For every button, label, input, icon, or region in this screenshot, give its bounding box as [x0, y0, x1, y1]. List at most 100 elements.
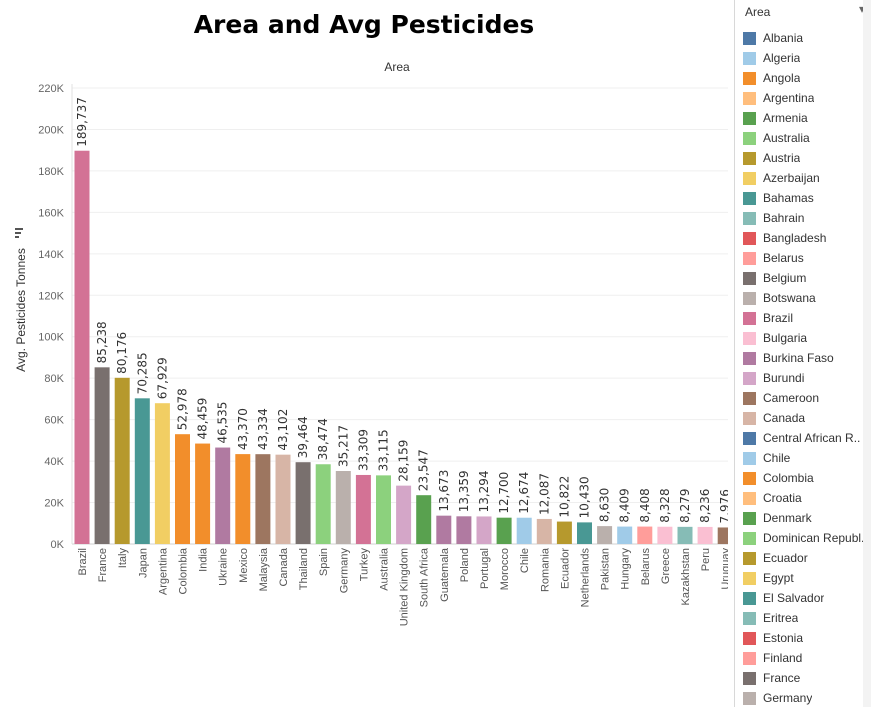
legend-swatch: [743, 651, 756, 665]
bar[interactable]: [335, 471, 351, 544]
sort-icon[interactable]: [15, 228, 23, 238]
bar[interactable]: [134, 398, 150, 544]
bar[interactable]: [657, 526, 673, 544]
bar[interactable]: [597, 526, 613, 544]
legend-item[interactable]: El Salvador: [743, 588, 871, 608]
x-tick-label: Turkey: [358, 548, 370, 582]
legend-item[interactable]: Egypt: [743, 568, 871, 588]
bar[interactable]: [275, 454, 291, 544]
bar-value-label: 12,087: [537, 473, 551, 515]
legend-item[interactable]: Armenia: [743, 108, 871, 128]
legend-item[interactable]: Bangladesh: [743, 228, 871, 248]
legend-item[interactable]: Chile: [743, 448, 871, 468]
legend-item[interactable]: Croatia: [743, 488, 871, 508]
legend-swatch: [743, 591, 756, 605]
x-tick-label: Netherlands: [580, 548, 592, 608]
legend-item[interactable]: Germany: [743, 688, 871, 707]
legend-swatch: [743, 311, 756, 325]
legend-item[interactable]: Colombia: [743, 468, 871, 488]
legend-item[interactable]: Argentina: [743, 88, 871, 108]
bar[interactable]: [637, 526, 653, 544]
bar-value-label: 8,279: [678, 488, 692, 522]
bar[interactable]: [697, 526, 713, 544]
legend-swatch: [743, 111, 756, 125]
bar[interactable]: [577, 522, 592, 544]
bar[interactable]: [496, 517, 512, 544]
legend-item[interactable]: Belgium: [743, 268, 871, 288]
legend-item[interactable]: Burundi: [743, 368, 871, 388]
legend-swatch: [743, 571, 756, 585]
legend-item-label: Germany: [763, 691, 813, 705]
bar[interactable]: [396, 485, 412, 544]
legend-item[interactable]: Estonia: [743, 628, 871, 648]
bar[interactable]: [215, 447, 231, 544]
legend-swatch: [743, 431, 756, 445]
y-axis-title: Avg. Pesticides Tonnes: [14, 248, 28, 372]
legend-item[interactable]: Dominican Republ..: [743, 528, 871, 548]
legend-item[interactable]: Albania: [743, 28, 871, 48]
bar[interactable]: [717, 527, 728, 544]
legend-item[interactable]: Burkina Faso: [743, 348, 871, 368]
bar[interactable]: [315, 464, 331, 544]
legend-swatch: [743, 391, 756, 405]
bar[interactable]: [436, 515, 452, 544]
legend-swatch: [743, 171, 756, 185]
legend-menu-icon[interactable]: ▾: [858, 2, 865, 16]
legend-item[interactable]: Central African R..: [743, 428, 871, 448]
legend-scrollbar[interactable]: [863, 0, 871, 707]
legend-item[interactable]: Ecuador: [743, 548, 871, 568]
bar[interactable]: [476, 516, 492, 544]
legend-title: Area: [745, 5, 771, 19]
legend-item[interactable]: Belarus: [743, 248, 871, 268]
legend-item[interactable]: Denmark: [743, 508, 871, 528]
bar[interactable]: [355, 474, 371, 544]
bar[interactable]: [175, 434, 190, 544]
legend-item[interactable]: Austria: [743, 148, 871, 168]
legend-swatch: [743, 531, 756, 545]
legend-item[interactable]: Azerbaijan: [743, 168, 871, 188]
legend-swatch: [743, 471, 756, 485]
bar[interactable]: [376, 475, 391, 544]
legend-item[interactable]: Bahamas: [743, 188, 871, 208]
bar[interactable]: [456, 516, 472, 544]
bar[interactable]: [617, 526, 633, 544]
bar[interactable]: [195, 443, 211, 544]
y-tick-label: 180K: [38, 166, 64, 178]
x-tick-label: Ecuador: [559, 548, 571, 589]
y-tick-label: 200K: [38, 124, 64, 136]
legend-item-label: Burundi: [763, 371, 805, 385]
bar[interactable]: [94, 367, 110, 544]
bar[interactable]: [114, 377, 130, 544]
legend-swatch: [743, 151, 756, 165]
bar[interactable]: [536, 518, 552, 544]
bar[interactable]: [556, 521, 572, 544]
legend-item[interactable]: Brazil: [743, 308, 871, 328]
legend-item[interactable]: Eritrea: [743, 608, 871, 628]
bar-value-label: 43,334: [256, 408, 270, 450]
legend-item[interactable]: Finland: [743, 648, 871, 668]
legend-item-label: Eritrea: [763, 611, 799, 625]
bar[interactable]: [235, 454, 251, 544]
legend-item[interactable]: Bulgaria: [743, 328, 871, 348]
bar[interactable]: [416, 495, 432, 544]
bar[interactable]: [74, 150, 90, 545]
legend-item[interactable]: Algeria: [743, 48, 871, 68]
legend-item[interactable]: Bahrain: [743, 208, 871, 228]
legend-swatch: [743, 491, 756, 505]
bar[interactable]: [255, 454, 271, 544]
bar[interactable]: [154, 403, 170, 544]
legend-swatch: [743, 211, 756, 225]
chart-title: Area and Avg Pesticides: [193, 10, 535, 39]
legend-item[interactable]: Cameroon: [743, 388, 871, 408]
bar[interactable]: [295, 462, 311, 544]
legend-item[interactable]: Australia: [743, 128, 871, 148]
legend-item[interactable]: France: [743, 668, 871, 688]
legend-item[interactable]: Botswana: [743, 288, 871, 308]
bar-value-label: 43,370: [236, 408, 250, 450]
y-tick-label: 0K: [51, 539, 65, 551]
bar[interactable]: [516, 517, 532, 544]
legend-item[interactable]: Canada: [743, 408, 871, 428]
bar[interactable]: [677, 526, 693, 544]
x-tick-label: Ukraine: [218, 548, 230, 586]
legend-item[interactable]: Angola: [743, 68, 871, 88]
